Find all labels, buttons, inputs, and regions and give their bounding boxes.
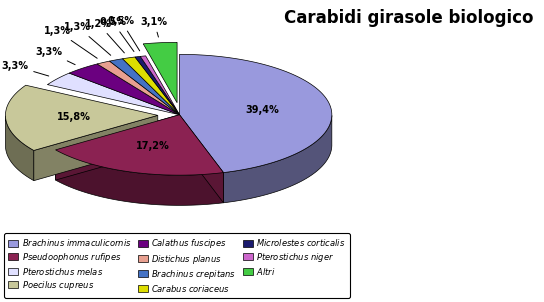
Polygon shape xyxy=(5,116,34,181)
Text: 3,1%: 3,1% xyxy=(140,17,168,37)
Polygon shape xyxy=(55,115,180,180)
Text: 1,2%: 1,2% xyxy=(85,19,125,53)
Text: 0,5%: 0,5% xyxy=(108,16,140,51)
Text: 17,2%: 17,2% xyxy=(135,141,169,151)
Text: 1,3%: 1,3% xyxy=(44,26,97,58)
Polygon shape xyxy=(97,61,180,115)
Polygon shape xyxy=(69,64,180,115)
Text: 1,3%: 1,3% xyxy=(64,22,111,55)
Polygon shape xyxy=(55,150,224,205)
Polygon shape xyxy=(143,42,177,103)
Polygon shape xyxy=(5,85,158,150)
Polygon shape xyxy=(47,73,180,115)
Polygon shape xyxy=(109,59,180,115)
Polygon shape xyxy=(55,115,224,175)
Polygon shape xyxy=(224,115,332,203)
Polygon shape xyxy=(122,57,180,115)
Text: 3,3%: 3,3% xyxy=(35,47,75,65)
Text: 39,4%: 39,4% xyxy=(245,105,279,115)
Text: Carabidi girasole biologico: Carabidi girasole biologico xyxy=(283,9,533,27)
Text: 15,8%: 15,8% xyxy=(57,112,91,122)
Text: 0,5%: 0,5% xyxy=(99,17,134,52)
Polygon shape xyxy=(34,115,158,181)
Polygon shape xyxy=(140,56,180,115)
Polygon shape xyxy=(180,115,224,203)
Polygon shape xyxy=(180,115,224,203)
Polygon shape xyxy=(180,54,332,172)
Text: 3,3%: 3,3% xyxy=(1,61,49,76)
Polygon shape xyxy=(135,56,180,115)
Legend: $\it{Brachinus\ immaculicornis}$, $\it{Pseudoophonus\ rufipes}$, $\it{Pterostich: $\it{Brachinus\ immaculicornis}$, $\it{P… xyxy=(4,233,350,298)
